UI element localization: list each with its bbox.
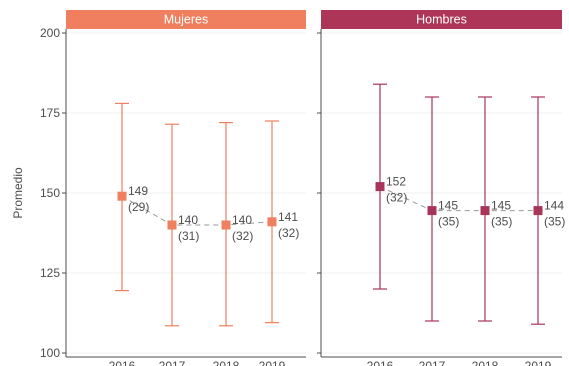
data-label-value: 149 [128, 184, 148, 198]
y-axis-title: Promedio [11, 167, 25, 219]
panel-strip-mujeres [66, 10, 306, 29]
data-label-value: 145 [491, 199, 511, 213]
data-point [375, 182, 385, 192]
data-point [221, 220, 231, 230]
data-label-value: 140 [232, 213, 252, 227]
data-label-n: (29) [128, 200, 149, 214]
data-label-value: 144 [544, 199, 564, 213]
data-point [533, 206, 543, 216]
data-label-value: 141 [278, 210, 298, 224]
x-tick-label: 2016 [367, 359, 394, 366]
data-point [167, 220, 177, 230]
data-label-n: (32) [232, 229, 253, 243]
data-point [427, 206, 437, 216]
y-tick-label: 125 [40, 266, 60, 280]
panel-strip-hombres [321, 10, 562, 29]
panel-title-hombres: Hombres [416, 13, 467, 27]
data-label-n: (32) [278, 226, 299, 240]
panel-title-mujeres: Mujeres [164, 13, 208, 27]
x-tick-label: 2017 [419, 359, 446, 366]
y-tick-label: 150 [40, 186, 60, 200]
data-label-value: 145 [438, 199, 458, 213]
x-tick-label: 2019 [259, 359, 286, 366]
x-tick-label: 2017 [159, 359, 186, 366]
y-tick-label: 200 [40, 26, 60, 40]
data-label-n: (32) [386, 191, 407, 205]
x-tick-label: 2019 [525, 359, 552, 366]
x-tick-label: 2018 [472, 359, 499, 366]
data-point [117, 191, 127, 201]
trend-line-mujeres [121, 195, 273, 226]
data-point [267, 217, 277, 227]
data-label-n: (31) [178, 229, 199, 243]
data-label-value: 140 [178, 213, 198, 227]
data-label-n: (35) [491, 215, 512, 229]
data-label-value: 152 [386, 175, 406, 189]
trend-line-hombres [379, 186, 538, 212]
y-tick-label: 100 [40, 346, 60, 360]
data-point [480, 206, 490, 216]
x-tick-label: 2018 [213, 359, 240, 366]
data-label-n: (35) [544, 215, 565, 229]
y-tick-label: 175 [40, 106, 60, 120]
x-tick-label: 2016 [109, 359, 136, 366]
data-label-n: (35) [438, 215, 459, 229]
